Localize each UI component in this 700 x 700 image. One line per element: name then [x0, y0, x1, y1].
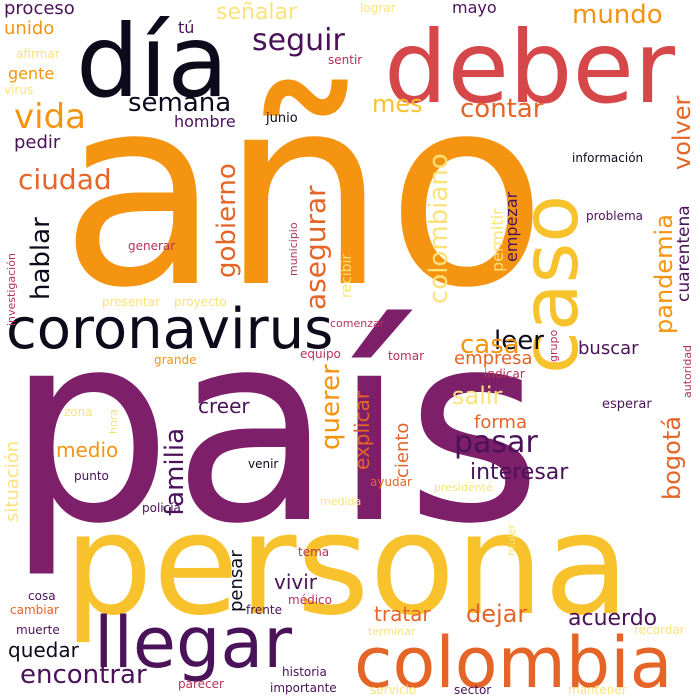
word-muerte: muerte [16, 623, 60, 637]
word-dejar: dejar [466, 600, 528, 628]
word-ano: año [60, 40, 547, 345]
word-casa: casa [460, 330, 520, 360]
word-medico: médico [288, 593, 332, 607]
word-afirmar: afirmar [16, 47, 60, 61]
word-municipio: municipio [287, 222, 300, 276]
word-grupo: grupo [547, 329, 560, 362]
word-semana: semana [128, 88, 232, 118]
word-mantener: mantener [568, 683, 627, 697]
word-esperar: esperar [602, 397, 652, 412]
word-contar: contar [460, 94, 544, 124]
word-vivir: vivir [274, 570, 318, 594]
word-proyecto: proyecto [174, 295, 227, 309]
word-policia: policía [142, 501, 181, 515]
word-empezar: empezar [502, 191, 521, 262]
word-servicio: servicio [370, 683, 417, 697]
word-mes: mes [372, 90, 423, 118]
word-indicar: indicar [484, 367, 525, 381]
word-querer: querer [316, 364, 346, 450]
word-cuarentena: cuarentena [674, 205, 694, 302]
word-deber: deber [384, 9, 676, 126]
word-mayo: mayo [452, 0, 497, 17]
word-autoridad: autoridad [681, 344, 694, 398]
word-leer: leer [494, 326, 544, 356]
word-parecer: parecer [178, 677, 224, 691]
word-informacion: información [572, 151, 644, 165]
word-proceso: proceso [4, 0, 75, 19]
word-empresa: empresa [454, 348, 533, 369]
word-junio: junio [266, 111, 298, 126]
word-historia: historia [282, 665, 327, 679]
word-coronavirus: coronavirus [6, 297, 334, 362]
word-generar: generar [128, 239, 176, 253]
word-hombre: hombre [174, 112, 236, 131]
word-frente: frente [246, 603, 282, 617]
word-vida: vida [14, 97, 86, 137]
word-punto: punto [74, 469, 109, 483]
word-colombiano: colombiano [424, 153, 454, 304]
word-hora: hora [107, 409, 120, 434]
word-volver: volver [668, 95, 696, 170]
word-gente: gente [8, 64, 55, 83]
word-buscar: buscar [578, 338, 639, 359]
word-zona: zona [64, 405, 93, 419]
word-explicar: explicar [350, 390, 374, 470]
word-investigacion: investigación [5, 253, 18, 326]
word-creer: creer [198, 394, 250, 418]
word-mujer: mujer [505, 523, 518, 556]
word-pandemia: pandemia [650, 214, 678, 334]
word-importante: importante [270, 681, 337, 695]
word-interesar: interesar [470, 460, 569, 485]
word-medio: medio [56, 438, 119, 462]
word-ayudar: ayudar [370, 475, 412, 489]
word-dia: día [76, 3, 229, 120]
word-tomar: tomar [388, 349, 425, 363]
word-ciudad: ciudad [18, 163, 112, 196]
word-sentir: sentir [328, 53, 363, 67]
word-sector: sector [454, 683, 492, 697]
word-presentar: presentar [102, 295, 160, 309]
word-comenzar: comenzar [330, 317, 385, 330]
word-cambiar: cambiar [10, 603, 59, 617]
word-tema: tema [298, 545, 330, 559]
word-ciento: ciento [392, 422, 413, 478]
word-recordar: recordar [634, 623, 685, 637]
word-gobierno: gobierno [212, 163, 242, 278]
word-venir: venir [248, 457, 279, 471]
word-cosa: cosa [28, 589, 56, 603]
word-situacion: situación [2, 440, 23, 522]
word-tratar: tratar [374, 602, 431, 626]
word-hablar: hablar [26, 217, 56, 300]
word-pasar: pasar [454, 425, 538, 460]
word-seguir: seguir [252, 23, 345, 58]
word-terminar: terminar [368, 625, 416, 638]
word-presidente: presidente [434, 481, 493, 494]
word-grande: grande [154, 353, 197, 367]
word-bogota: bogotá [658, 416, 686, 500]
word-quedar: quedar [8, 638, 79, 662]
word-encontrar: encontrar [20, 660, 147, 690]
word-acuerdo: acuerdo [568, 606, 658, 631]
word-recibir: recibir [339, 253, 355, 298]
word-salir: salir [452, 382, 503, 410]
word-lograr: lograr [360, 1, 396, 15]
word-colombia: colombia [354, 622, 673, 700]
word-tu: tú [178, 18, 195, 37]
word-senalar: señalar [216, 0, 298, 25]
word-mundo: mundo [572, 0, 663, 30]
word-equipo: equipo [300, 347, 341, 361]
word-llegar: llegar [94, 602, 293, 684]
word-unido: unido [4, 18, 55, 39]
word-forma: forma [474, 412, 527, 433]
word-pais: país [6, 276, 543, 581]
word-asegurar: asegurar [299, 185, 332, 310]
word-pensar: pensar [226, 550, 247, 612]
word-virus: virus [4, 83, 34, 97]
word-persona: persona [64, 484, 630, 647]
word-medida: medida [320, 495, 362, 508]
word-problema: problema [586, 209, 644, 223]
word-pedir: pedir [14, 132, 61, 153]
